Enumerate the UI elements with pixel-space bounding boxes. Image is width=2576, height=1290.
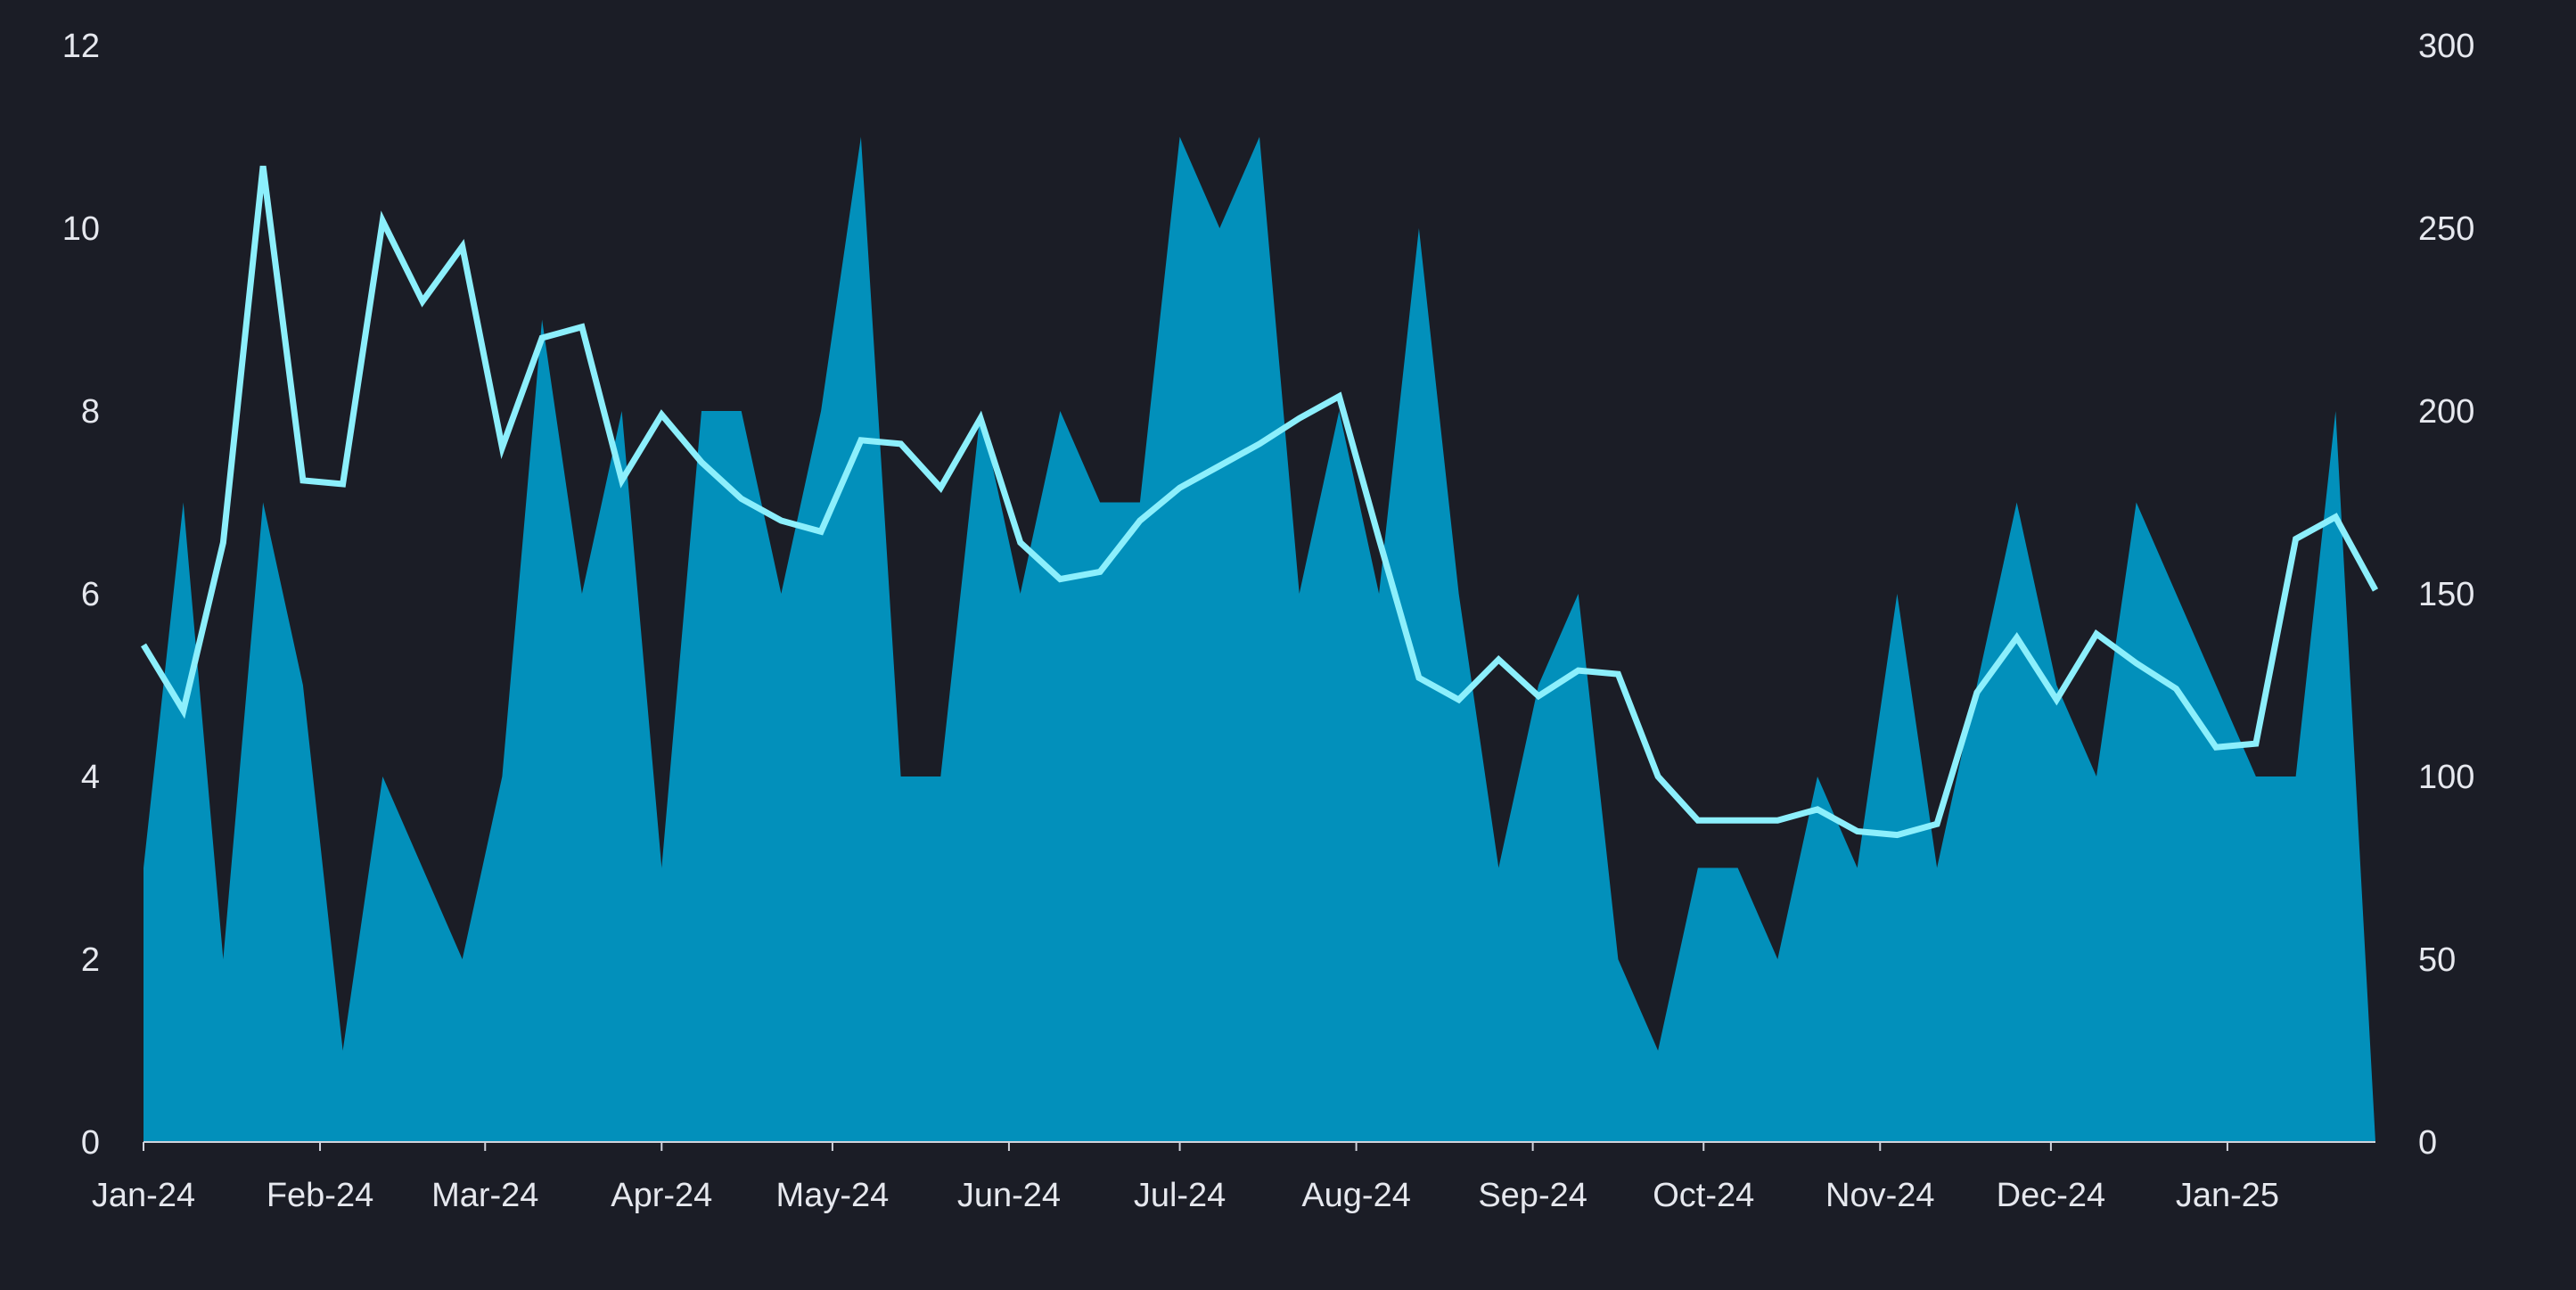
- x-tick-label: Jan-24: [92, 1177, 195, 1214]
- y-right-tick-label: 200: [2418, 393, 2474, 431]
- y-right-tick-label: 150: [2418, 576, 2474, 613]
- x-tick-label: Mar-24: [431, 1177, 538, 1214]
- x-tick-label: Dec-24: [1997, 1177, 2106, 1214]
- y-right-tick-label: 100: [2418, 759, 2474, 796]
- y-left-tick-label: 10: [62, 210, 100, 248]
- y-left-tick-label: 0: [81, 1124, 100, 1162]
- x-tick-label: Jan-25: [2176, 1177, 2279, 1214]
- x-tick-label: Jun-24: [957, 1177, 1061, 1214]
- y-right-tick-label: 250: [2418, 210, 2474, 248]
- x-tick-label: Aug-24: [1301, 1177, 1411, 1214]
- y-left-tick-label: 2: [81, 941, 100, 979]
- y-right-tick-label: 50: [2418, 941, 2456, 979]
- x-tick-label: May-24: [776, 1177, 890, 1214]
- y-left-tick-label: 4: [81, 759, 100, 796]
- x-tick-label: Nov-24: [1825, 1177, 1935, 1214]
- y-right-tick-label: 0: [2418, 1124, 2437, 1162]
- y-left-tick-label: 8: [81, 393, 100, 431]
- x-tick-label: Oct-24: [1653, 1177, 1754, 1214]
- x-tick-label: Apr-24: [611, 1177, 712, 1214]
- y-right-tick-label: 300: [2418, 28, 2474, 65]
- x-tick-label: Feb-24: [267, 1177, 373, 1214]
- x-tick-label: Sep-24: [1478, 1177, 1587, 1214]
- x-tick-label: Jul-24: [1134, 1177, 1226, 1214]
- y-left-tick-label: 6: [81, 576, 100, 613]
- y-left-tick-label: 12: [62, 28, 100, 65]
- combo-chart: Jan-24 Feb-24 Mar-24 Apr-24 May-24 Jun-24 Jul-…: [0, 0, 2576, 1290]
